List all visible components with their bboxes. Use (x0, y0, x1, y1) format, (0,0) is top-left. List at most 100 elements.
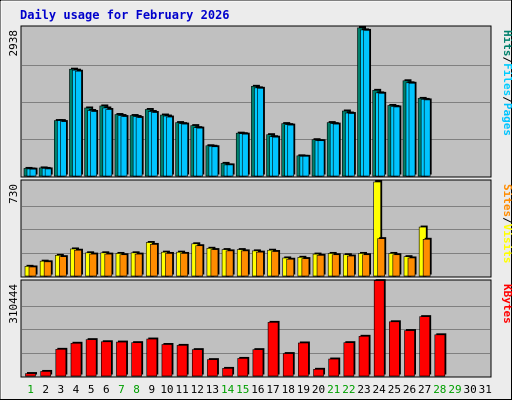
pages-bar (363, 30, 370, 177)
sites-bar (422, 239, 431, 277)
day-label: 18 (282, 383, 295, 396)
pages-bar (241, 133, 249, 177)
sites-bar (180, 253, 188, 277)
sites-bar (301, 258, 310, 277)
visits-bar (373, 181, 381, 277)
legend-item: / (501, 96, 512, 103)
hits-files-pages-ymax-label: 2938 (7, 30, 20, 57)
sites-bar (43, 261, 52, 277)
day-label: 14 (221, 383, 235, 396)
day-label: 15 (236, 383, 249, 396)
day-label: 9 (148, 383, 155, 396)
pages-bar (196, 127, 204, 177)
sites-bar (89, 253, 97, 277)
kbytes-bar (343, 342, 355, 377)
pages-bar (29, 168, 37, 177)
day-label: 2 (42, 383, 49, 396)
pages-bar (302, 156, 310, 177)
kbytes-bar (55, 349, 67, 377)
day-label: 12 (191, 383, 204, 396)
kbytes-ymax-label: 310444 (7, 284, 20, 324)
kbytes-bar (328, 358, 340, 377)
pages-bar (272, 136, 279, 177)
kbytes-panel: 310444 KBytes (7, 279, 512, 378)
kbytes-bar (85, 339, 97, 377)
kbytes-bar (25, 373, 36, 377)
sites-bar (240, 250, 249, 277)
kbytes-bar (282, 353, 294, 377)
pages-bar (90, 111, 97, 177)
pages-bar (287, 124, 295, 177)
x-axis-day-labels: 1 2 3 4 5 6 7 8 9 10 11 12 13 14 15 16 17 18 19 20 21 22 23 24 2… (27, 383, 492, 396)
pages-bar (393, 106, 401, 177)
pages-bar (60, 121, 67, 177)
sites-bar (347, 255, 355, 277)
sites-bar (210, 249, 219, 277)
sites-bar (134, 253, 143, 277)
kbytes-bar (101, 341, 112, 377)
day-label: 28 (433, 383, 446, 396)
sites-bar (59, 256, 67, 277)
day-label: 30 (464, 383, 477, 396)
sites-bar (195, 245, 204, 277)
day-label: 27 (418, 383, 431, 396)
pages-bar (75, 70, 82, 177)
kbytes-bar (146, 338, 158, 377)
kbytes-bar (252, 349, 264, 377)
legend-item: KBytes (501, 284, 512, 324)
pages-bar (105, 109, 113, 177)
legend-item: Pages (501, 103, 512, 136)
legend-item: Sites (501, 184, 512, 217)
pages-bar (332, 123, 340, 177)
pages-bar (150, 112, 158, 177)
day-label: 24 (373, 383, 387, 396)
sites-bar (256, 251, 264, 277)
day-label: 29 (448, 383, 461, 396)
kbytes-legend: KBytes (501, 284, 512, 324)
pages-bar (181, 123, 188, 177)
kbytes-bar (70, 342, 82, 377)
day-label: 10 (160, 383, 173, 396)
sites-bar (149, 244, 158, 277)
pages-bar (44, 168, 52, 177)
sites-bar (28, 266, 37, 277)
sites-bar (316, 255, 325, 277)
day-label: 31 (479, 383, 492, 396)
sites-bar (119, 254, 128, 277)
pages-bar (226, 164, 234, 177)
sites-bar (225, 250, 234, 277)
kbytes-bar (313, 369, 324, 377)
day-label: 16 (251, 383, 264, 396)
sites-visits-panel: 730 Sites/Visits (7, 179, 512, 278)
kbytes-bar (222, 368, 233, 377)
kbytes-bar (434, 334, 446, 377)
sites-bar (74, 249, 82, 277)
sites-bar (377, 238, 385, 277)
sites-bar (271, 251, 279, 277)
sites-bar (104, 253, 113, 277)
kbytes-bar (298, 342, 309, 377)
pages-bar (211, 146, 219, 177)
day-label: 25 (388, 383, 401, 396)
sites-bar (331, 254, 340, 277)
sites-bar (407, 257, 416, 277)
kbytes-bar (404, 330, 415, 377)
legend-item: Hits (501, 30, 512, 57)
legend-item: / (501, 57, 512, 64)
day-label: 6 (103, 383, 110, 396)
day-label: 20 (312, 383, 325, 396)
kbytes-bar (161, 344, 173, 377)
day-label: 23 (357, 383, 370, 396)
sites-bar (165, 253, 173, 277)
pages-bar (257, 88, 264, 177)
day-label: 3 (58, 383, 65, 396)
day-label: 5 (88, 383, 95, 396)
kbytes-bar (237, 358, 249, 377)
day-label: 19 (297, 383, 310, 396)
kbytes-bar (373, 280, 385, 377)
pages-bar (166, 116, 173, 177)
day-label: 11 (175, 383, 188, 396)
day-label: 1 (27, 383, 34, 396)
